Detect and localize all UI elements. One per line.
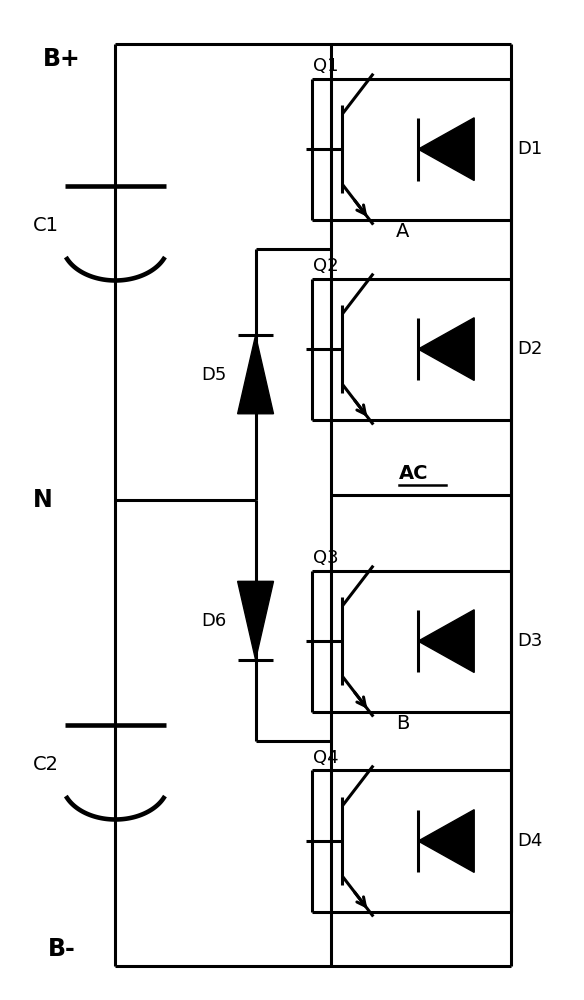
Text: Q3: Q3 [313, 549, 338, 567]
Text: AC: AC [398, 464, 428, 483]
Text: D4: D4 [517, 832, 543, 850]
Text: Q1: Q1 [313, 57, 338, 75]
Text: C2: C2 [33, 755, 60, 774]
Text: D5: D5 [201, 366, 226, 384]
Polygon shape [418, 118, 474, 181]
Text: Q2: Q2 [313, 257, 338, 275]
Text: Q4: Q4 [313, 749, 338, 767]
Text: C1: C1 [33, 216, 60, 235]
Text: D1: D1 [517, 140, 543, 158]
Polygon shape [238, 335, 273, 414]
Text: N: N [33, 488, 53, 512]
Polygon shape [418, 610, 474, 672]
Text: B+: B+ [43, 47, 81, 71]
Text: A: A [396, 222, 409, 241]
Polygon shape [418, 810, 474, 872]
Text: B-: B- [48, 937, 76, 961]
Text: D3: D3 [517, 632, 543, 650]
Text: D6: D6 [201, 612, 226, 630]
Text: D2: D2 [517, 340, 543, 358]
Polygon shape [418, 318, 474, 380]
Text: B: B [396, 714, 409, 733]
Polygon shape [238, 581, 273, 660]
